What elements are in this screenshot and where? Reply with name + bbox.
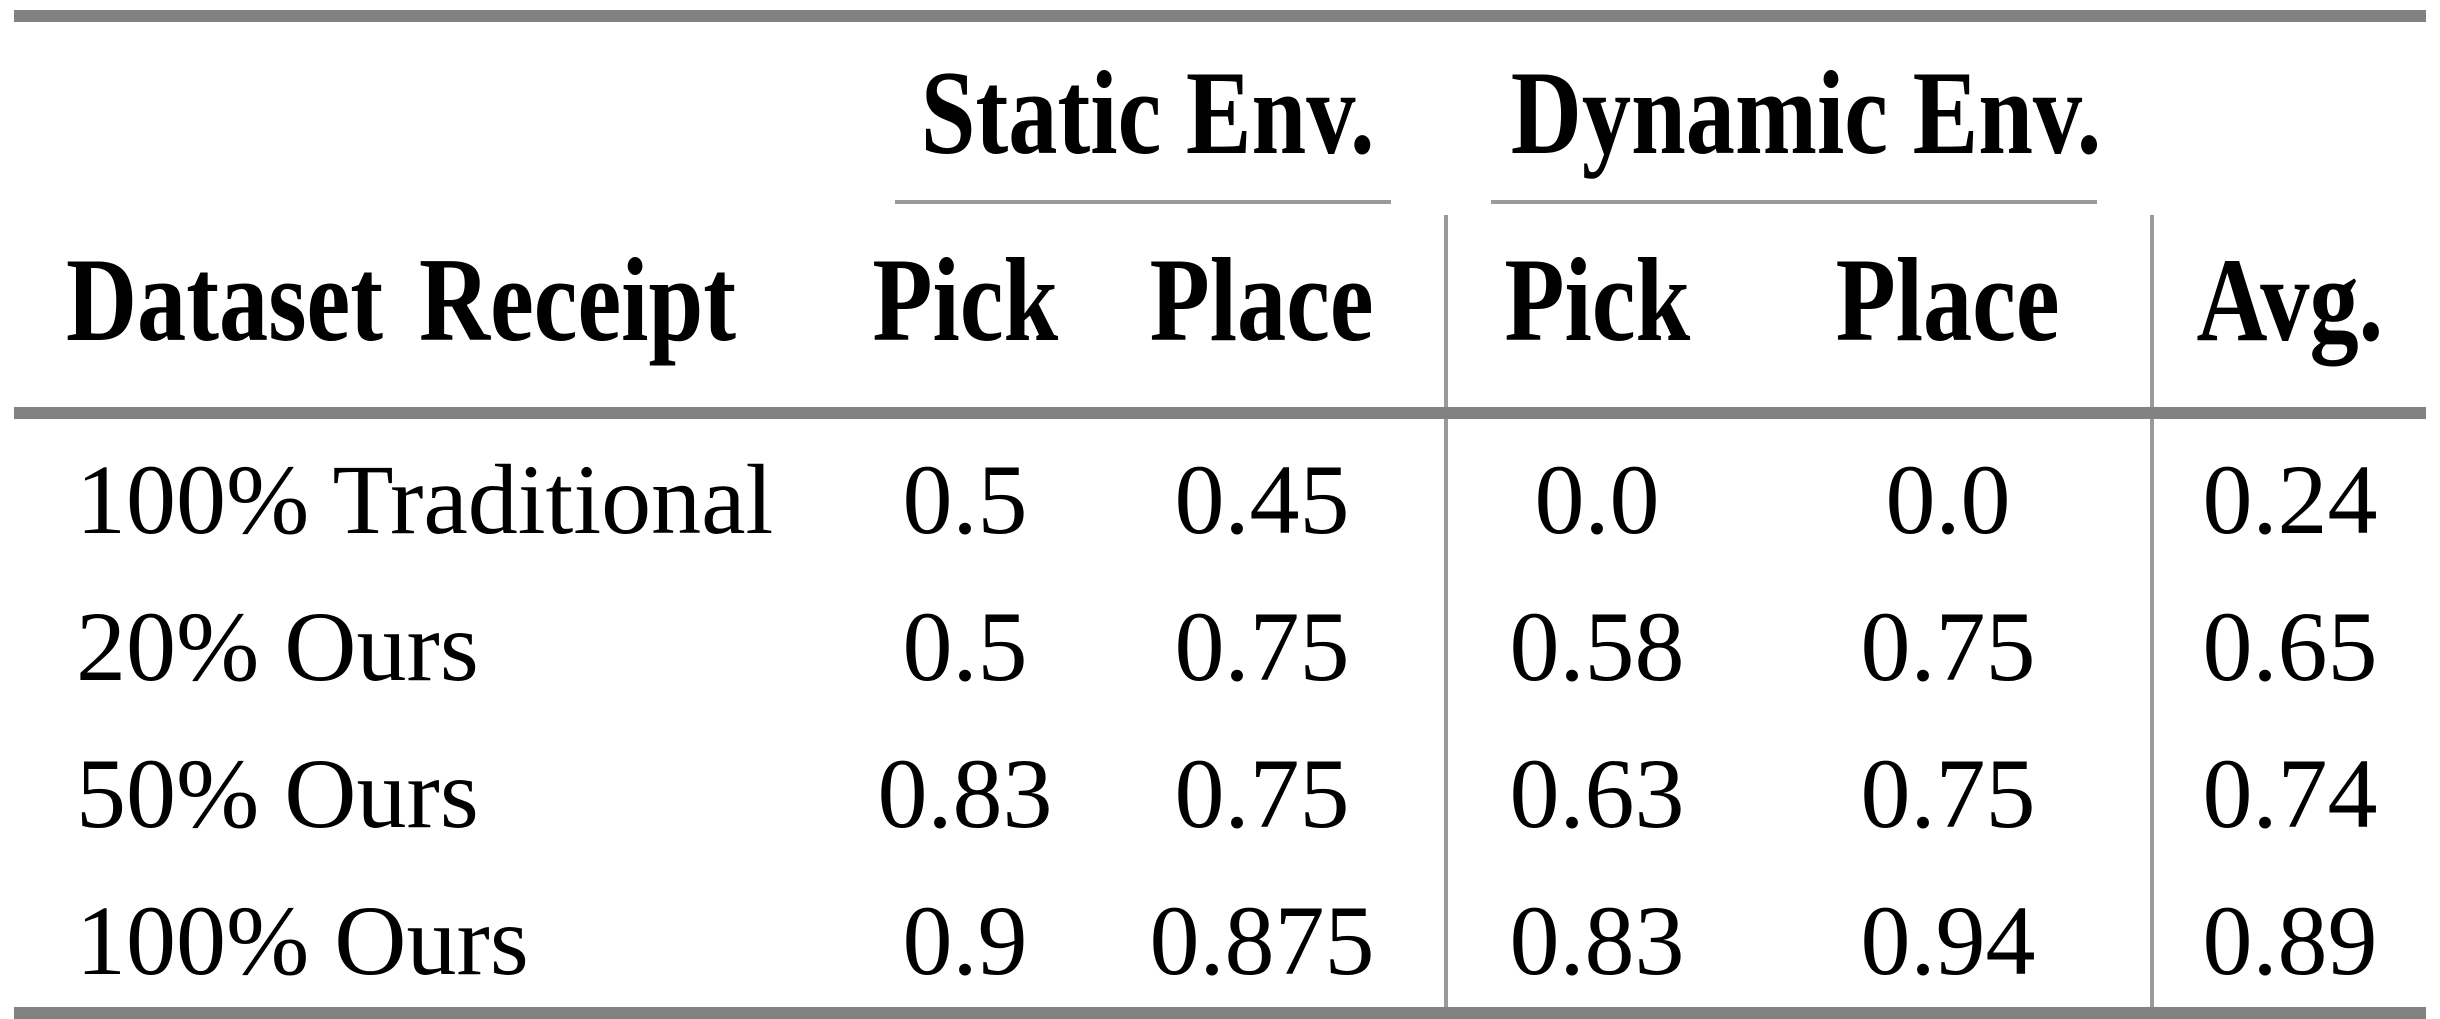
col-header-avg: Avg. — [2152, 215, 2427, 419]
cell-static-place: 0.75 — [1080, 713, 1449, 860]
cell-avg: 0.74 — [2202, 738, 2378, 849]
group-header-static-env: Static Env. — [850, 16, 1446, 215]
cell-static-pick: 0.83 — [877, 738, 1053, 849]
group-header-row: Static Env. Dynamic Env. — [14, 16, 2426, 215]
row-label: 50% Ours — [76, 738, 479, 849]
column-header-row: Dataset Receipt Pick Place Pick Place Av… — [14, 215, 2427, 419]
cell-avg: 0.24 — [2202, 444, 2378, 555]
cell-static-pick: 0.5 — [902, 444, 1028, 555]
col-header-dataset-receipt: Dataset Receipt — [14, 215, 850, 419]
cell-dynamic-pick: 0.63 — [1509, 738, 1685, 849]
cell-avg: 0.89 — [2202, 885, 2378, 996]
group-header-dynamic-label: Dynamic Env. — [1510, 46, 2102, 179]
row-label: 100% Traditional — [76, 444, 774, 555]
col-header-static-place: Place — [1080, 215, 1449, 419]
cell-avg: 0.65 — [2202, 591, 2378, 702]
group-header-dynamic-env: Dynamic Env. — [1446, 16, 2152, 215]
cell-static-place: 0.75 — [1080, 566, 1449, 713]
group-header-spacer-right — [2152, 16, 2426, 215]
row-label: 100% Ours — [76, 885, 529, 996]
col-header-dynamic-place: Place — [1746, 215, 2155, 419]
table-row-20-ours: 20% Ours 0.5 0.75 0.58 0.75 0.65 — [14, 566, 2426, 713]
cell-dynamic-pick: 0.0 — [1534, 444, 1660, 555]
static-env-cmidrule — [895, 200, 1392, 204]
dynamic-env-cmidrule — [1491, 200, 2098, 204]
cell-static-place: 0.45 — [1080, 413, 1449, 566]
group-header-spacer-left — [14, 16, 850, 215]
row-label: 20% Ours — [76, 591, 479, 702]
group-header-static-label: Static Env. — [921, 46, 1375, 179]
cell-dynamic-pick: 0.83 — [1509, 885, 1685, 996]
cell-dynamic-place: 0.94 — [1746, 860, 2155, 1013]
cell-static-pick: 0.9 — [902, 885, 1028, 996]
results-table: Static Env. Dynamic Env. Dataset Receipt… — [14, 10, 2427, 1019]
cell-dynamic-place: 0.75 — [1746, 566, 2155, 713]
cell-dynamic-place: 0.75 — [1746, 713, 2155, 860]
table-row-100-traditional: 100% Traditional 0.5 0.45 0.0 0.0 0.24 — [14, 413, 2426, 566]
col-header-dynamic-pick: Pick — [1446, 215, 1747, 419]
table-row-100-ours: 100% Ours 0.9 0.875 0.83 0.94 0.89 — [14, 860, 2426, 1013]
table-row-50-ours: 50% Ours 0.83 0.75 0.63 0.75 0.74 — [14, 713, 2426, 860]
col-header-static-pick: Pick — [850, 215, 1080, 419]
cell-dynamic-pick: 0.58 — [1509, 591, 1685, 702]
cell-dynamic-place: 0.0 — [1746, 413, 2155, 566]
cell-static-pick: 0.5 — [902, 591, 1028, 702]
cell-static-place: 0.875 — [1080, 860, 1449, 1013]
